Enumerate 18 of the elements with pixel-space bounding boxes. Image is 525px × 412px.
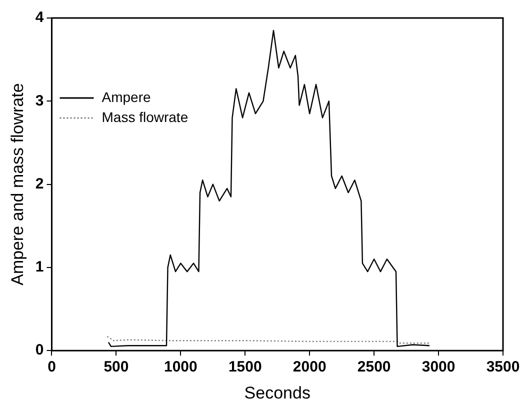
x-tick-label: 2000 — [292, 358, 326, 376]
x-tick-label: 500 — [104, 358, 129, 376]
legend-label: Mass flowrate — [102, 108, 188, 125]
y-tick-label: 0 — [35, 342, 44, 359]
y-axis-title: Ampere and mass flowrate — [8, 83, 27, 286]
line-series — [106, 336, 430, 344]
x-tick-label: 1000 — [164, 358, 198, 376]
y-tick-label: 3 — [35, 92, 44, 110]
x-tick-label: 3000 — [422, 358, 456, 376]
x-axis-title: Seconds — [244, 383, 310, 402]
y-tick-label: 4 — [35, 9, 44, 26]
y-tick-label: 1 — [35, 258, 44, 276]
x-tick-label: 2500 — [357, 358, 391, 376]
x-tick-label: 1500 — [228, 358, 262, 376]
x-tick-label: 3500 — [486, 358, 520, 376]
x-tick-label: 0 — [48, 358, 56, 376]
y-tick-label: 2 — [35, 175, 44, 192]
legend-label: Ampere — [102, 88, 151, 105]
